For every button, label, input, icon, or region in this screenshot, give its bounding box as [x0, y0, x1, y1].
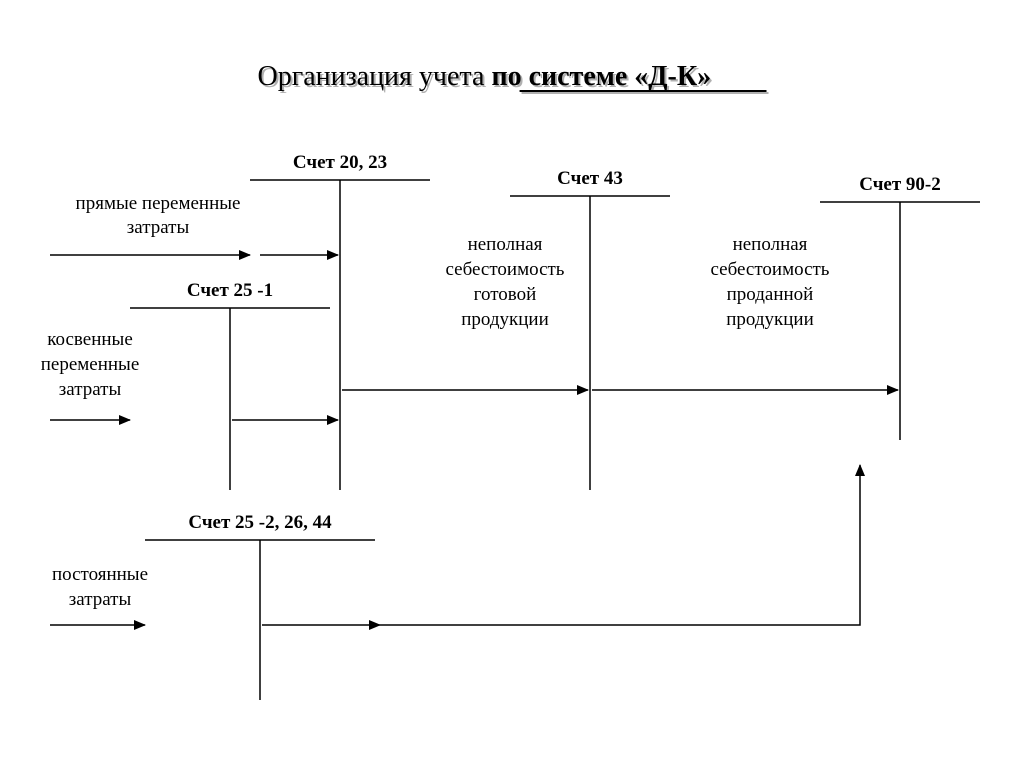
lbl-fixed-line-1: затраты: [69, 589, 132, 610]
t-90-2: Счет 90-2: [820, 174, 980, 440]
t-20-23-label: Счет 20, 23: [293, 152, 387, 173]
t-25-1-label: Счет 25 -1: [187, 280, 273, 301]
lbl-cogm-line-2: готовой: [474, 284, 537, 305]
lbl-indirect-line-0: косвенные: [47, 329, 133, 350]
lbl-cogs: неполная себестоимость проданной продукции: [711, 234, 830, 330]
lbl-indirect-line-1: переменные: [41, 354, 140, 375]
lbl-cogs-line-0: неполная: [733, 234, 808, 255]
diagram-title: Организация учета по системе «Д-К»: [257, 61, 711, 92]
lbl-indirect-line-2: затраты: [59, 379, 122, 400]
t-25-2: Счет 25 -2, 26, 44: [145, 512, 375, 700]
t-90-2-label: Счет 90-2: [859, 174, 941, 195]
lbl-fixed-line-0: постоянные: [52, 564, 148, 585]
title-part-bold: по системе «Д-К»: [491, 61, 711, 92]
lbl-direct: прямые переменные затраты: [76, 193, 241, 238]
lbl-cogm: неполная себестоимость готовой продукции: [446, 234, 565, 330]
lbl-fixed: постоянные затраты: [52, 564, 148, 610]
lbl-cogm-line-0: неполная: [468, 234, 543, 255]
t-43-label: Счет 43: [557, 168, 623, 189]
lbl-direct-line-1: затраты: [127, 217, 190, 238]
lbl-cogm-line-1: себестоимость: [446, 259, 565, 280]
t-20-23: Счет 20, 23: [250, 152, 430, 490]
title-part-regular: Организация учета: [257, 61, 491, 92]
lbl-cogs-line-3: продукции: [726, 309, 814, 330]
lbl-cogs-line-1: себестоимость: [711, 259, 830, 280]
lbl-indirect: косвенные переменные затраты: [41, 329, 140, 400]
lbl-direct-line-0: прямые переменные: [76, 193, 241, 214]
p-fixed-to-90: [380, 465, 860, 625]
lbl-cogs-line-2: проданной: [727, 284, 814, 305]
t-25-1: Счет 25 -1: [130, 280, 330, 490]
t-25-2-label: Счет 25 -2, 26, 44: [188, 512, 332, 533]
lbl-cogm-line-3: продукции: [461, 309, 549, 330]
